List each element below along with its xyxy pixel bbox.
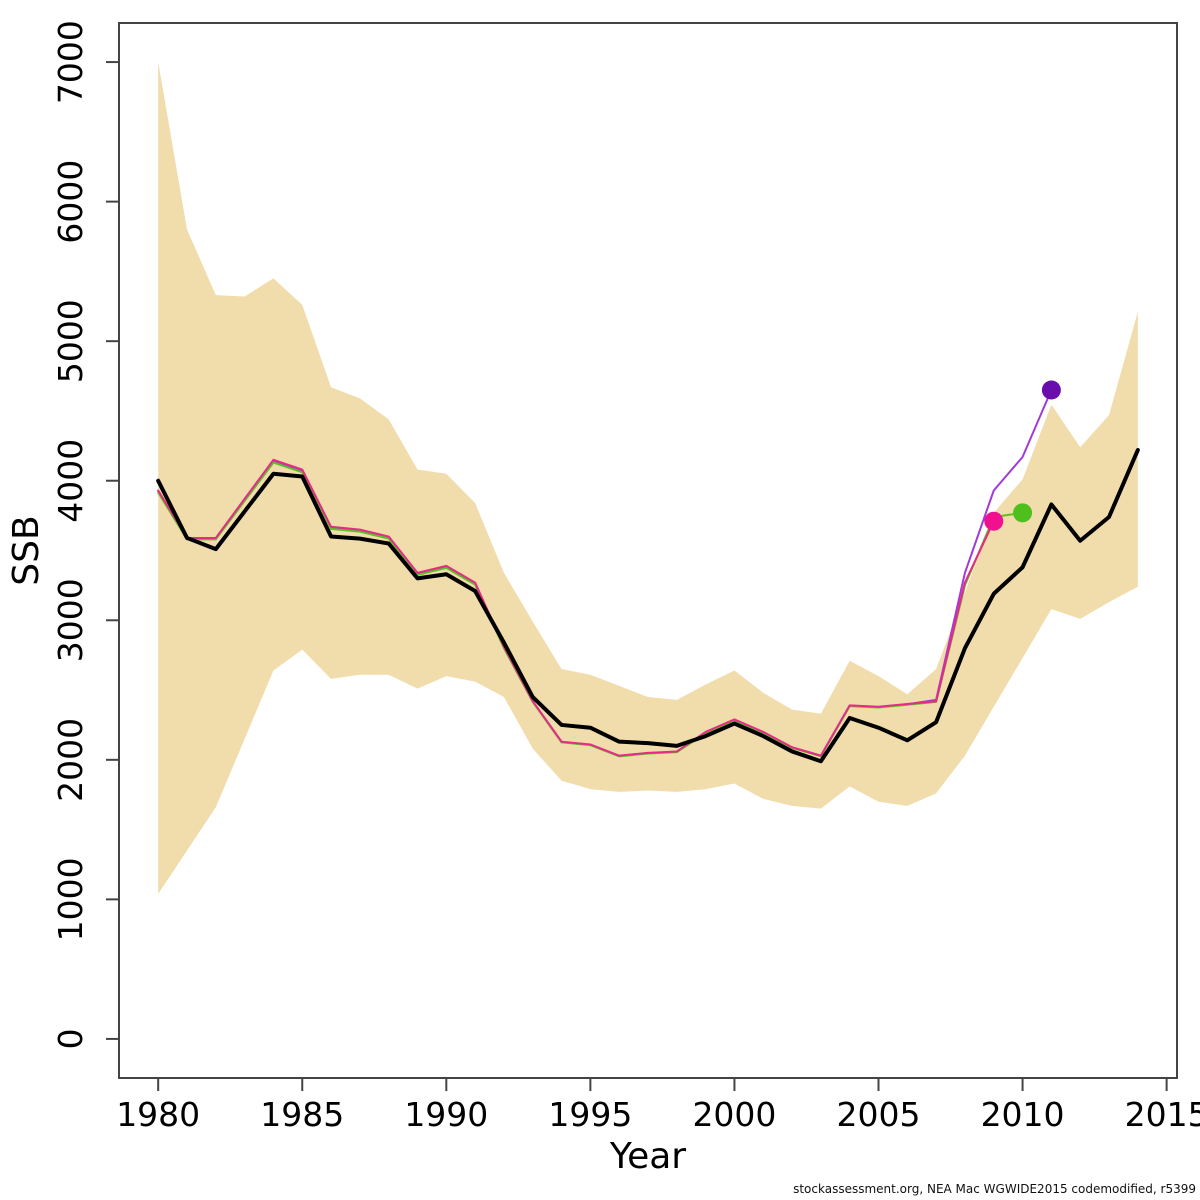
retro-2010-end-dot	[1013, 503, 1033, 523]
retro-2011-end-dot	[1041, 380, 1061, 400]
y-tick-label: 7000	[51, 20, 90, 104]
x-tick-label: 1995	[548, 1095, 632, 1134]
x-tick-label: 2005	[837, 1095, 921, 1134]
retro-2009-end-dot	[984, 511, 1004, 531]
confidence-band	[158, 62, 1138, 894]
attribution-text: stockassessment.org, NEA Mac WGWIDE2015 …	[793, 1182, 1196, 1196]
x-tick-label: 1980	[116, 1095, 200, 1134]
y-axis-title: SSB	[6, 515, 47, 585]
x-tick-label: 2000	[692, 1095, 776, 1134]
x-tick-label: 2010	[981, 1095, 1065, 1134]
x-tick-label: 2015	[1125, 1095, 1200, 1134]
y-tick-label: 2000	[51, 718, 90, 802]
y-tick-label: 4000	[51, 439, 90, 523]
x-tick-label: 1985	[260, 1095, 344, 1134]
y-tick-label: 1000	[51, 857, 90, 941]
y-tick-label: 3000	[51, 578, 90, 662]
plot-frame	[118, 22, 1178, 1079]
y-tick-label: 0	[51, 1028, 90, 1049]
x-axis-title: Year	[609, 1136, 686, 1177]
retro-2009-line	[157, 458, 995, 757]
y-tick-label: 5000	[51, 299, 90, 383]
y-tick-label: 6000	[51, 160, 90, 244]
ssb-estimate-line	[156, 448, 1140, 764]
x-tick-label: 1990	[404, 1095, 488, 1134]
